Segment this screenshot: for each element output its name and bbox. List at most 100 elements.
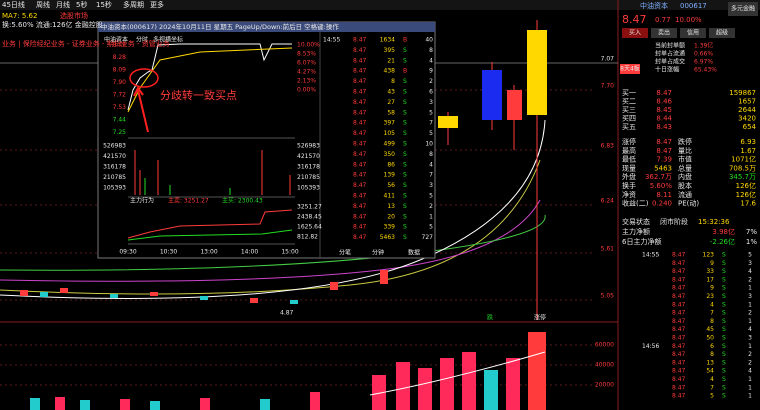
trade-side: S [403, 99, 407, 106]
stat-label: PE(动) [678, 199, 699, 208]
time-label: 10:30 [160, 249, 177, 256]
trade-count: 1 [748, 318, 752, 325]
stat-label: 总量 [678, 163, 692, 172]
trade-side: S [403, 213, 407, 220]
volume-label: 316178 [297, 164, 320, 171]
trade-time: 14:55 [642, 252, 659, 259]
trade-price: 8.47 [672, 335, 686, 342]
toolbar-item[interactable]: 多周期 [123, 0, 144, 9]
trade-side: S [722, 376, 726, 383]
button-label[interactable]: 信用 [687, 29, 699, 37]
book-volume: 159867 [729, 89, 756, 97]
button-label[interactable]: 卖出 [658, 29, 670, 37]
toolbar-item[interactable]: 更多 [150, 0, 164, 9]
tab[interactable]: 数据 [408, 249, 420, 257]
trade-volume: 105 [384, 130, 396, 137]
trade-volume: 21 [387, 57, 395, 64]
trade-volume: 6 [710, 343, 714, 350]
tag: 涨停 [534, 314, 546, 322]
book-volume: 654 [743, 123, 757, 131]
tab[interactable]: 分笔 [339, 249, 351, 257]
trade-price: 8.47 [672, 343, 686, 350]
trade-count: 5 [429, 109, 433, 116]
book-price: 8.45 [656, 106, 672, 114]
toolbar-item[interactable]: 月线 [56, 0, 70, 9]
trade-count: 7 [429, 172, 433, 179]
trade-side: B [403, 37, 407, 44]
low-label: 4.87 [280, 310, 294, 317]
trade-price: 8.47 [672, 252, 686, 259]
trade-count: 727 [422, 234, 434, 241]
trade-price: 8.47 [353, 89, 367, 96]
pct-label: 4.27% [297, 69, 316, 76]
trade-count: 7 [429, 120, 433, 127]
flow-sell: 主卖: 3251.27 [168, 197, 209, 205]
stat-value: 17.6 [740, 200, 756, 208]
trade-count: 1 [748, 384, 752, 391]
trade-count: 40 [425, 37, 433, 44]
trade-price: 8.47 [672, 268, 686, 275]
toolbar-item[interactable]: 15秒 [96, 0, 112, 9]
trade-count: 3 [429, 99, 433, 106]
trade-volume: 4 [710, 301, 714, 308]
book-volume: 2644 [738, 106, 756, 114]
flow-title: 主力行为 [130, 197, 154, 205]
toolbar-item[interactable]: 5秒 [76, 0, 87, 9]
book-volume: 1657 [738, 98, 756, 106]
trade-price: 8.47 [672, 351, 686, 358]
flow-value: -2.26亿 [710, 237, 735, 246]
flow-buy: 主买: 2300.43 [222, 197, 263, 205]
trade-price: 8.47 [353, 57, 367, 64]
button[interactable] [622, 28, 648, 38]
trade-count: 1 [429, 213, 433, 220]
trade-volume: 13 [706, 359, 714, 366]
flow-label: 1625.64 [297, 224, 322, 231]
trade-volume: 20 [387, 213, 395, 220]
stat-value: 708.5万 [729, 164, 756, 172]
trade-side: S [722, 293, 726, 300]
popup-subtitle: 分时 [136, 36, 148, 44]
trade-count: 5 [748, 252, 752, 259]
book-price: 8.47 [656, 89, 672, 97]
trade-side: S [722, 285, 726, 292]
trade-side: S [722, 310, 726, 317]
stat-label: 跌停 [678, 137, 692, 146]
stat-value: 126亿 [736, 190, 756, 199]
price-label: 7.90 [113, 79, 127, 86]
time-label: 15:00 [281, 249, 298, 256]
status-time: 15:32:36 [698, 218, 730, 226]
trade-side: S [403, 161, 407, 168]
axis-label: 7.70 [601, 83, 615, 90]
button[interactable] [651, 28, 677, 38]
trade-price: 8.47 [672, 301, 686, 308]
book-label: 买五 [622, 123, 636, 131]
price: 8.47 [622, 13, 647, 26]
trade-volume: 86 [387, 161, 395, 168]
trade-volume: 139 [384, 172, 396, 179]
volume-label: 526983 [297, 143, 320, 150]
trade-count: 3 [748, 293, 752, 300]
status-label: 交易状态 [622, 217, 650, 226]
trade-price: 8.47 [353, 109, 367, 116]
button-label[interactable]: 超级 [716, 29, 728, 37]
button[interactable] [680, 28, 706, 38]
book-price: 8.46 [656, 98, 672, 106]
volume-label: 421570 [103, 153, 126, 160]
trade-volume: 33 [706, 268, 714, 275]
trade-side: B [403, 68, 407, 75]
toolbar-item[interactable]: 45日线 [2, 0, 25, 9]
trade-price: 8.47 [353, 182, 367, 189]
stat-label: 量比 [678, 146, 692, 155]
trade-count: 3 [748, 260, 752, 267]
button-label[interactable]: 买入 [629, 29, 641, 37]
trade-volume: 54 [706, 368, 714, 375]
trade-price: 8.47 [672, 260, 686, 267]
flow-pct: 1% [746, 238, 757, 246]
tab[interactable]: 分钟 [372, 249, 384, 257]
toolbar-item[interactable]: 周线 [36, 0, 50, 9]
button[interactable] [709, 28, 735, 38]
trade-price: 8.47 [353, 224, 367, 231]
trade-price: 8.47 [353, 161, 367, 168]
axis-label: 6.24 [601, 198, 615, 205]
info-value: 65.43% [694, 67, 717, 74]
